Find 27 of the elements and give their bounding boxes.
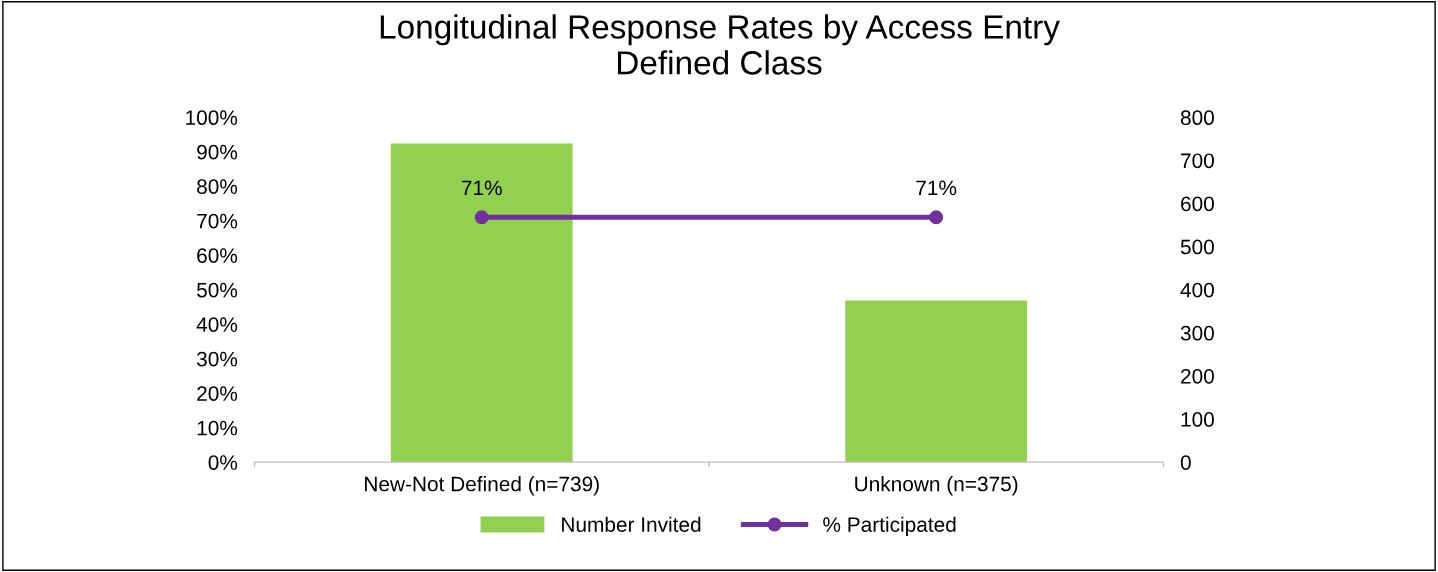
y-tick-label: 10% bbox=[197, 420, 238, 436]
y-tick-label: 40% bbox=[196, 317, 238, 332]
x-tick-label: Unknown (n=375) bbox=[855, 476, 1018, 496]
y-tick-label: 20% bbox=[197, 386, 238, 401]
y2-tick-label: 100 bbox=[1181, 412, 1214, 427]
y-tick-label: 50% bbox=[197, 282, 238, 298]
y2-tick-label: 400 bbox=[1180, 282, 1214, 298]
data-label: 71% bbox=[461, 180, 502, 196]
y2-tick-label: 0 bbox=[1180, 455, 1191, 470]
y-tick-label: 100% bbox=[186, 110, 238, 126]
data-label: 71% bbox=[916, 180, 957, 196]
y2-tick-label: 500 bbox=[1180, 239, 1214, 255]
y-tick-label: 30% bbox=[196, 351, 238, 367]
legend-label: % Participated bbox=[823, 516, 956, 537]
y2-tick-label: 800 bbox=[1180, 110, 1214, 126]
y-tick-label: 60% bbox=[197, 248, 238, 263]
y-tick-label: 70% bbox=[197, 213, 238, 229]
y2-tick-label: 600 bbox=[1181, 196, 1214, 212]
x-tick-label: New-Not Defined (n=739) bbox=[365, 476, 599, 496]
y2-tick-label: 200 bbox=[1181, 368, 1214, 384]
y2-tick-label: 300 bbox=[1180, 325, 1214, 341]
y-tick-label: 0% bbox=[208, 455, 238, 470]
y-tick-label: 90% bbox=[197, 144, 238, 160]
legend-label: Number Invited bbox=[562, 516, 701, 532]
chart-title: Longitudinal Response Rates by Access Entry Defined Class bbox=[380, 14, 1060, 75]
y-tick-label: 80% bbox=[197, 179, 238, 194]
y2-tick-label: 700 bbox=[1181, 153, 1214, 169]
